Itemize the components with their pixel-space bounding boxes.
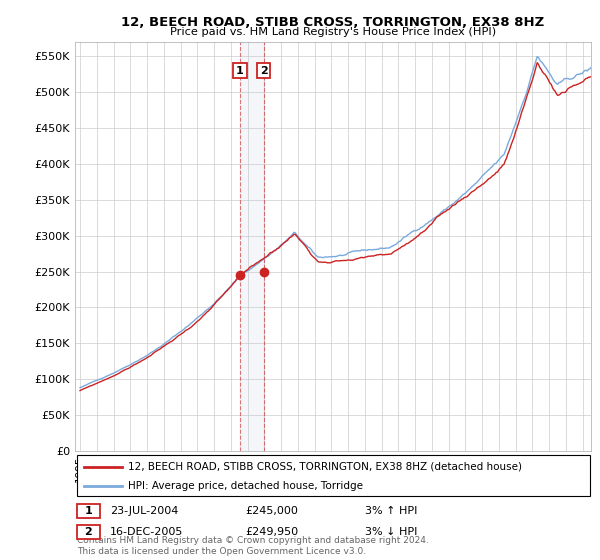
Text: Contains HM Land Registry data © Crown copyright and database right 2024.
This d: Contains HM Land Registry data © Crown c…	[77, 536, 428, 556]
Text: 3% ↓ HPI: 3% ↓ HPI	[365, 527, 417, 537]
Text: 2: 2	[85, 527, 92, 537]
Text: 3% ↑ HPI: 3% ↑ HPI	[365, 506, 417, 516]
Text: 12, BEECH ROAD, STIBB CROSS, TORRINGTON, EX38 8HZ (detached house): 12, BEECH ROAD, STIBB CROSS, TORRINGTON,…	[128, 461, 522, 472]
Text: 1: 1	[236, 66, 244, 76]
Text: 12, BEECH ROAD, STIBB CROSS, TORRINGTON, EX38 8HZ: 12, BEECH ROAD, STIBB CROSS, TORRINGTON,…	[121, 16, 545, 29]
Bar	[240, 42, 263, 451]
Text: HPI: Average price, detached house, Torridge: HPI: Average price, detached house, Torr…	[128, 480, 363, 491]
Text: Price paid vs. HM Land Registry's House Price Index (HPI): Price paid vs. HM Land Registry's House …	[170, 27, 496, 37]
Text: 1: 1	[85, 506, 92, 516]
Text: 16-DEC-2005: 16-DEC-2005	[110, 527, 183, 537]
Text: £245,000: £245,000	[245, 506, 298, 516]
Text: 2: 2	[260, 66, 268, 76]
Text: 23-JUL-2004: 23-JUL-2004	[110, 506, 178, 516]
Text: £249,950: £249,950	[245, 527, 298, 537]
